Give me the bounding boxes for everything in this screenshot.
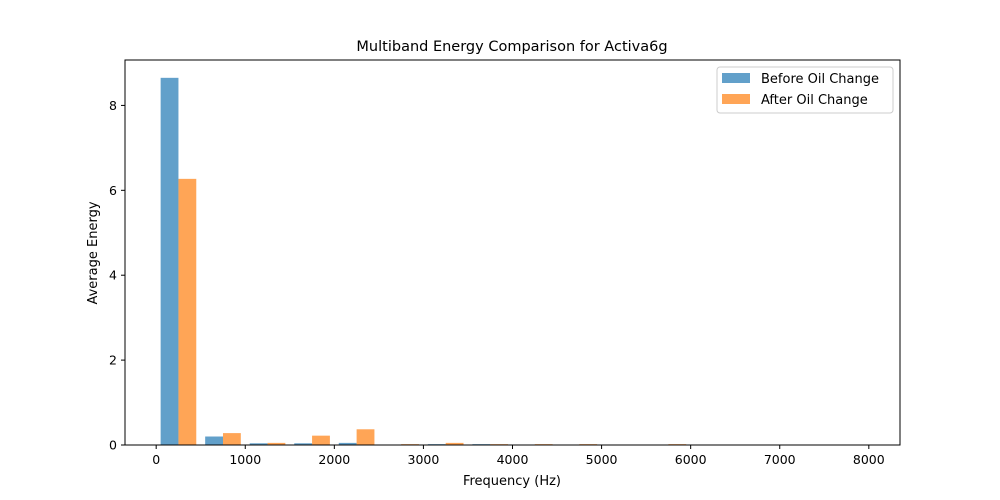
x-tick-label: 5000 <box>586 452 618 467</box>
legend-swatch-before <box>722 73 750 83</box>
x-tick-label: 3000 <box>408 452 440 467</box>
bar-series1-band4 <box>356 429 375 445</box>
y-tick-label: 6 <box>109 183 117 198</box>
legend-label-before: Before Oil Change <box>761 72 879 87</box>
bar-series1-band2 <box>267 442 286 445</box>
x-tick-label: 7000 <box>764 452 796 467</box>
x-tick-label: 4000 <box>497 452 529 467</box>
bar-series0-band3 <box>294 443 313 445</box>
bar-series1-band1 <box>222 433 241 445</box>
bar-series0-band0 <box>160 77 179 445</box>
x-axis-label: Frequency (Hz) <box>463 474 561 489</box>
bar-series0-band2 <box>249 443 268 445</box>
x-tick-label: 2000 <box>318 452 350 467</box>
y-tick-label: 2 <box>109 353 117 368</box>
y-tick-label: 4 <box>109 268 117 283</box>
bar-series1-band6 <box>445 442 464 445</box>
bar-series1-band0 <box>178 178 197 445</box>
y-tick-label: 0 <box>109 438 117 453</box>
legend-label-after: After Oil Change <box>761 93 868 108</box>
bar-series0-band1 <box>205 436 223 445</box>
legend-box <box>716 66 894 114</box>
chart-title: Multiband Energy Comparison for Activa6g <box>356 39 667 55</box>
bars-group <box>160 77 687 445</box>
y-axis-label: Average Energy <box>86 201 101 304</box>
legend-swatch-after <box>722 94 750 104</box>
y-axis-ticks: 0 2 4 6 8 <box>109 98 125 453</box>
plot-area: 0 1000 2000 3000 4000 5000 6000 7000 8000 0 2 4 6 8 <box>109 59 901 467</box>
x-tick-label: 6000 <box>675 452 707 467</box>
x-tick-label: 8000 <box>853 452 885 467</box>
plot-frame <box>124 59 901 446</box>
bar-series0-band4 <box>338 442 357 445</box>
y-tick-label: 8 <box>109 98 117 113</box>
x-axis-ticks: 0 1000 2000 3000 4000 5000 6000 7000 8000 <box>152 445 885 467</box>
x-tick-label: 1000 <box>229 452 261 467</box>
legend: Before Oil Change After Oil Change <box>716 66 894 114</box>
x-tick-label: 0 <box>152 452 160 467</box>
bar-series1-band3 <box>312 435 330 445</box>
